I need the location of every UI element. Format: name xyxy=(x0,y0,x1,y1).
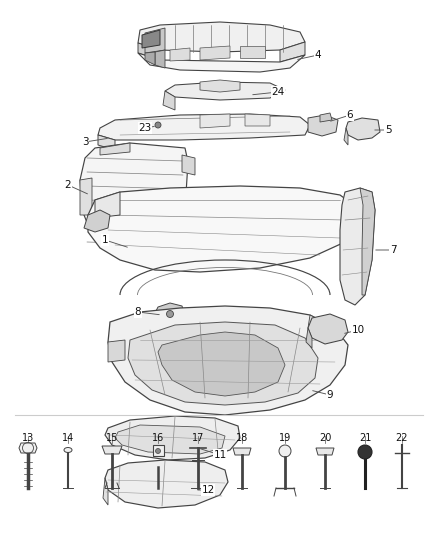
Circle shape xyxy=(155,122,161,128)
Text: 11: 11 xyxy=(201,449,226,460)
Polygon shape xyxy=(138,22,305,52)
Circle shape xyxy=(166,311,173,318)
Text: 24: 24 xyxy=(253,87,285,97)
Polygon shape xyxy=(360,188,375,295)
Polygon shape xyxy=(108,306,348,415)
Text: 20: 20 xyxy=(319,433,331,443)
Polygon shape xyxy=(102,446,122,454)
Text: 23: 23 xyxy=(138,123,154,133)
Polygon shape xyxy=(316,448,334,455)
Polygon shape xyxy=(98,114,310,140)
Text: 21: 21 xyxy=(359,433,371,443)
Polygon shape xyxy=(165,82,285,100)
Polygon shape xyxy=(200,114,230,128)
Polygon shape xyxy=(80,143,188,252)
Polygon shape xyxy=(103,478,108,505)
Text: 18: 18 xyxy=(236,433,248,443)
Circle shape xyxy=(358,445,372,459)
Circle shape xyxy=(279,445,291,457)
Polygon shape xyxy=(233,448,251,455)
Polygon shape xyxy=(308,115,338,136)
Polygon shape xyxy=(105,460,228,508)
Text: 22: 22 xyxy=(396,433,408,443)
Polygon shape xyxy=(182,155,195,175)
Polygon shape xyxy=(163,91,175,110)
Text: 9: 9 xyxy=(313,390,333,400)
Polygon shape xyxy=(155,303,185,325)
Polygon shape xyxy=(105,416,240,460)
Text: 12: 12 xyxy=(198,485,215,495)
Text: 19: 19 xyxy=(279,433,291,443)
Polygon shape xyxy=(344,128,348,145)
Polygon shape xyxy=(108,340,125,362)
Polygon shape xyxy=(100,143,130,155)
Polygon shape xyxy=(145,28,165,53)
Polygon shape xyxy=(98,135,115,150)
Polygon shape xyxy=(88,186,358,272)
Text: 8: 8 xyxy=(135,307,159,317)
Polygon shape xyxy=(155,50,165,68)
Text: 13: 13 xyxy=(22,433,34,443)
Text: 7: 7 xyxy=(376,245,396,255)
Polygon shape xyxy=(245,114,270,126)
Polygon shape xyxy=(95,192,120,218)
Text: 3: 3 xyxy=(82,137,107,147)
Text: 2: 2 xyxy=(65,180,88,194)
Polygon shape xyxy=(145,52,155,65)
Text: 5: 5 xyxy=(375,125,391,135)
Polygon shape xyxy=(19,443,37,453)
Text: 15: 15 xyxy=(106,433,118,443)
Polygon shape xyxy=(308,315,335,340)
Polygon shape xyxy=(346,118,380,140)
Text: 10: 10 xyxy=(345,325,364,335)
Polygon shape xyxy=(115,425,225,454)
Text: 6: 6 xyxy=(331,110,353,121)
Polygon shape xyxy=(308,314,348,344)
Polygon shape xyxy=(147,118,172,132)
Polygon shape xyxy=(138,43,160,60)
Polygon shape xyxy=(320,113,332,122)
Polygon shape xyxy=(340,188,375,305)
Polygon shape xyxy=(142,30,160,48)
Circle shape xyxy=(155,448,160,454)
Polygon shape xyxy=(240,46,265,58)
Polygon shape xyxy=(170,48,190,61)
Text: 17: 17 xyxy=(192,433,204,443)
Polygon shape xyxy=(306,328,312,348)
Polygon shape xyxy=(80,178,92,215)
Polygon shape xyxy=(84,210,110,232)
Text: 16: 16 xyxy=(152,433,164,443)
Ellipse shape xyxy=(64,448,72,453)
Polygon shape xyxy=(200,80,240,92)
Text: 4: 4 xyxy=(298,50,321,60)
Polygon shape xyxy=(280,42,305,62)
Polygon shape xyxy=(128,322,318,405)
Polygon shape xyxy=(158,332,285,396)
Polygon shape xyxy=(200,46,230,60)
Bar xyxy=(153,445,164,456)
Text: 14: 14 xyxy=(62,433,74,443)
Polygon shape xyxy=(138,53,305,72)
Text: 1: 1 xyxy=(102,235,127,247)
